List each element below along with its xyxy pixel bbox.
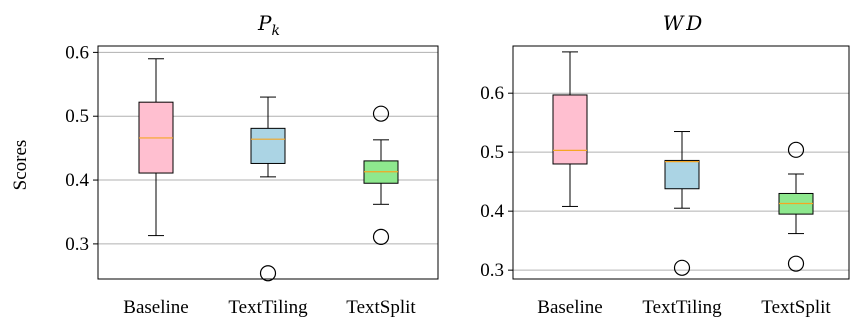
box-texttiling [250,96,286,282]
x-tick-label: Baseline [537,297,602,318]
box-baseline [138,58,174,237]
y-tick-label: 0.3 [65,234,89,255]
box-body [250,127,286,164]
plot-frame [512,45,850,280]
x-tick-label: Baseline [123,297,188,318]
chart-title-wd: WD [663,11,706,35]
outlier-point [787,255,805,272]
x-tick-label: TextSplit [346,297,416,318]
box-textsplit [778,141,814,272]
box-textsplit [363,105,399,245]
x-tick-label: TextTiling [228,297,308,318]
outlier-point [259,265,277,282]
box-body [552,94,588,165]
y-tick-label: 0.6 [65,42,89,63]
plot-frame [97,45,439,280]
outlier-point [673,259,691,276]
box-texttiling [664,131,700,276]
box-baseline [552,51,588,207]
outlier-point [787,141,805,158]
y-axis-label: Scores [10,140,31,191]
chart-panel-pk: Pk Scores 0.3 0.4 0.5 0.6 Baseline TextTiling… [10,11,439,318]
outlier-point [372,105,390,122]
chart-title-main: P [257,11,272,35]
x-tick-label: TextTiling [642,297,722,318]
y-tick-label: 0.4 [65,170,89,191]
y-tick-label: 0.6 [480,83,504,104]
y-tick-label: 0.3 [480,260,504,281]
y-tick-label: 0.4 [480,201,504,222]
outlier-point [372,228,390,245]
chart-title-subscript: k [271,23,279,39]
box-body [664,159,700,190]
y-tick-label: 0.5 [65,106,89,127]
y-tick-label: 0.5 [480,142,504,163]
x-tick-label: TextSplit [761,297,831,318]
chart-title-pk: Pk [257,11,280,39]
chart-panel-wd: WD 0.3 0.4 0.5 0.6 Baseline TextTiling TextSpl… [480,11,850,318]
